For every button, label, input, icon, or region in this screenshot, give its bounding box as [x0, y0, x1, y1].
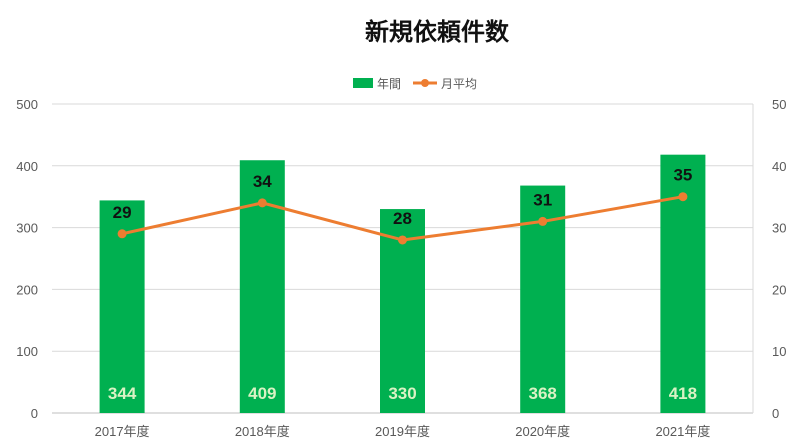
x-tick-label: 2019年度	[375, 424, 430, 439]
legend-marker-monthly	[421, 79, 429, 87]
line-series: 29 34 28 31 35	[113, 166, 692, 245]
line-value-label: 34	[253, 172, 272, 191]
line-point	[398, 235, 407, 245]
line-point	[257, 198, 267, 208]
line-value-label: 31	[533, 190, 552, 209]
x-tick-label: 2021年度	[655, 424, 710, 439]
x-tick-label: 2017年度	[95, 424, 150, 439]
bar-value-label: 330	[388, 384, 416, 403]
right-tick-label: 10	[772, 344, 786, 359]
x-tick-label: 2018年度	[235, 424, 290, 439]
x-axis: 2017年度 2018年度 2019年度 2020年度 2021年度	[95, 424, 711, 439]
right-y-axis: 0 10 20 30 40 50	[772, 97, 786, 421]
legend-label-monthly: 月平均	[441, 77, 477, 91]
bar-series: 344 409 330 368 418	[99, 154, 706, 413]
right-tick-label: 30	[772, 221, 786, 236]
line-point	[117, 229, 127, 239]
line-value-label: 29	[113, 203, 132, 222]
left-tick-label: 500	[16, 97, 38, 112]
line-point	[678, 192, 688, 202]
legend-swatch-annual	[353, 78, 373, 88]
left-tick-label: 0	[31, 406, 38, 421]
bar-value-label: 368	[529, 384, 557, 403]
left-tick-label: 400	[16, 159, 38, 174]
chart-title: 新規依頼件数	[365, 18, 510, 46]
line-value-label: 35	[673, 166, 692, 185]
line-value-label: 28	[393, 209, 412, 228]
left-tick-label: 300	[16, 221, 38, 236]
bar-value-label: 344	[108, 384, 137, 403]
left-tick-label: 100	[16, 344, 38, 359]
bar	[239, 160, 285, 413]
left-tick-label: 200	[16, 282, 38, 297]
legend: 年間 月平均	[353, 77, 477, 91]
right-tick-label: 0	[772, 406, 779, 421]
x-tick-label: 2020年度	[515, 424, 570, 439]
right-tick-label: 40	[772, 159, 786, 174]
bar-value-label: 409	[248, 384, 276, 403]
right-tick-label: 50	[772, 97, 786, 112]
left-y-axis: 0 100 200 300 400 500	[16, 97, 38, 421]
bar-value-label: 418	[669, 384, 697, 403]
right-tick-label: 20	[772, 282, 786, 297]
legend-label-annual: 年間	[377, 77, 401, 91]
line-point	[538, 216, 548, 226]
